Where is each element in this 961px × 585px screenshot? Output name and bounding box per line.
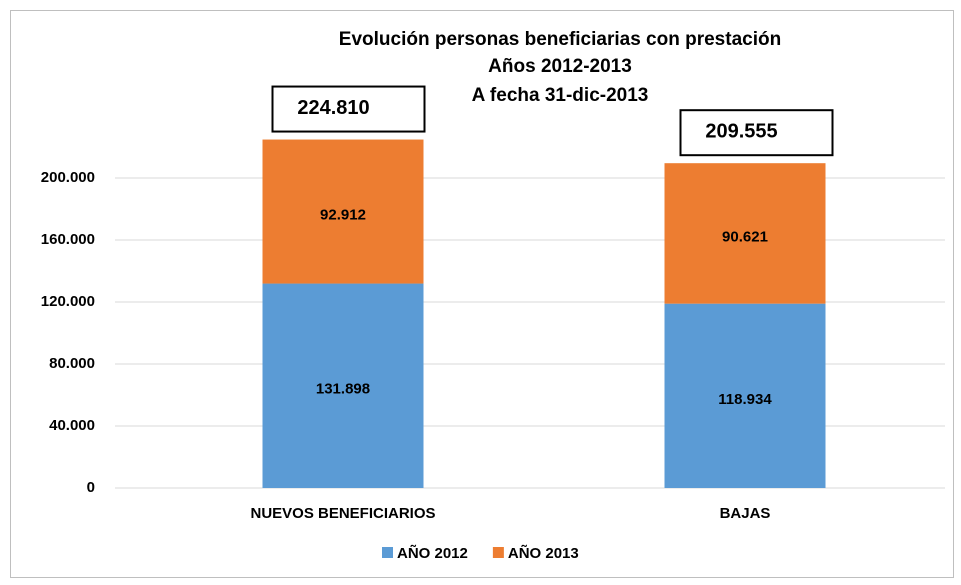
total-box [679,109,834,157]
total-box [271,85,426,133]
legend-label: AÑO 2012 [397,544,468,562]
y-tick-label: 160.000 [41,231,95,248]
total-label: 209.555 [705,120,777,142]
chart-subtitle: Años 2012-2013 [488,56,632,77]
bar-segment [262,139,424,284]
bar-segment [664,163,826,304]
data-label: 118.934 [718,391,772,408]
x-tick-label: BAJAS [720,505,771,522]
y-tick-label: 40.000 [49,417,95,434]
chart-title: Evolución personas beneficiarias con pre… [339,29,781,50]
data-label: 131.898 [316,381,370,398]
legend-label: AÑO 2013 [508,544,579,562]
y-tick-label: 120.000 [41,293,95,310]
legend-swatch [382,547,393,558]
y-tick-label: 200.000 [41,169,95,186]
data-label: 90.621 [722,228,768,245]
y-tick-label: 0 [87,479,95,496]
bar-segment [262,283,424,488]
x-tick-label: NUEVOS BENEFICIARIOS [250,505,435,522]
legend-swatch [492,547,504,558]
chart-subtitle: A fecha 31-dic-2013 [472,85,649,106]
data-label: 92.912 [320,207,366,224]
total-label: 224.810 [297,97,369,119]
y-tick-label: 80.000 [49,355,95,372]
bar-segment [664,303,826,488]
